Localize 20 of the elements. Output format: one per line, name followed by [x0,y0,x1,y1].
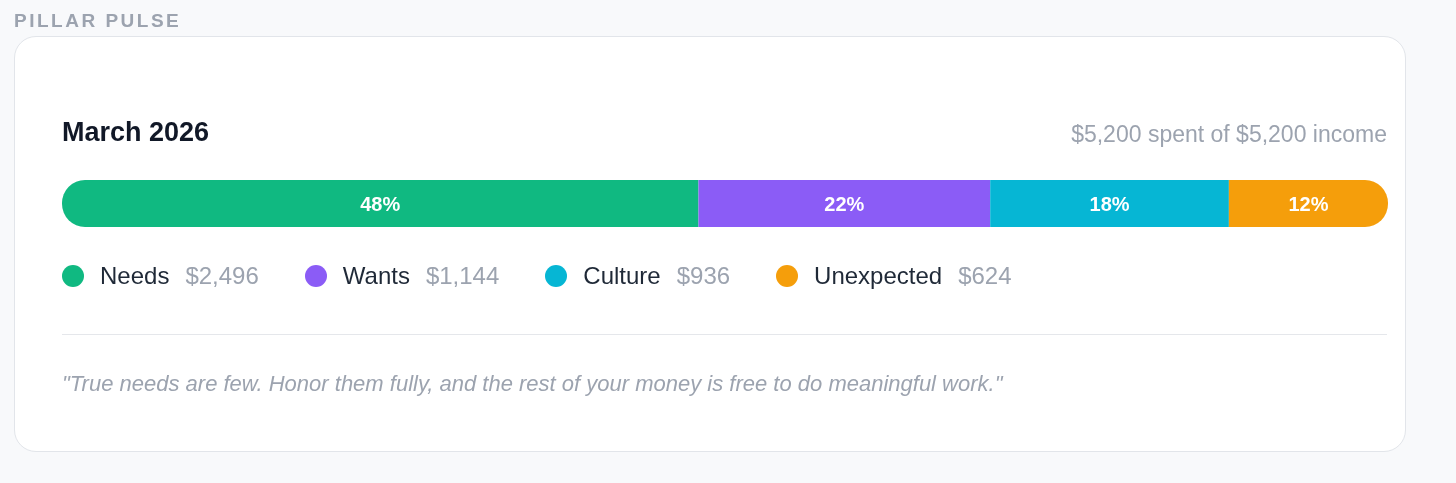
data-label: 18% [1089,192,1130,215]
data-label: 12% [1288,192,1329,215]
text: PILLAR PULSE [14,10,182,32]
legend-label: Unexpected [814,262,943,290]
legend-label: Wants [342,262,410,290]
legend-label: Needs [100,262,170,290]
text: $936 [676,262,731,290]
bar [1228,180,1388,227]
bar [698,180,991,227]
chart-subtitle: $5,200 spent of $5,200 income [1071,121,1387,148]
legend-label: Culture [583,262,661,290]
text: $2,496 [185,262,259,290]
bar [990,180,1229,227]
data-label: 22% [824,192,865,215]
bar [62,180,699,227]
data-label: 48% [360,192,401,215]
text: $624 [958,262,1012,290]
text: "True needs are few. Honor them fully, and the rest of your money is free to do meaningful work." [62,371,1003,397]
chart-title: March 2026 [62,117,210,148]
text: $1,144 [425,262,500,290]
